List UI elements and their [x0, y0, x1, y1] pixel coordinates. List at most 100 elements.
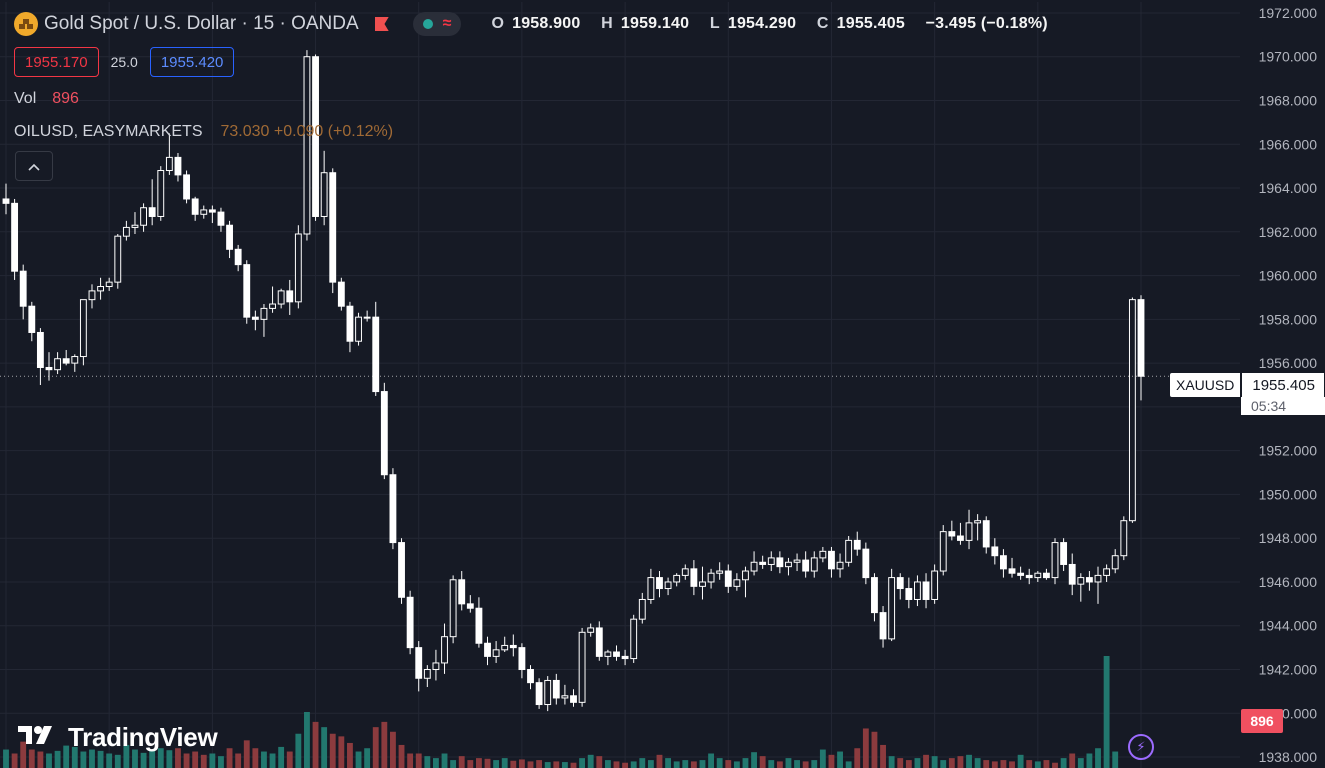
tradingview-logo-icon	[18, 722, 58, 753]
candle-body	[1017, 572, 1025, 576]
market-status-icon[interactable]: ≈	[412, 12, 462, 36]
candle-body	[518, 647, 526, 671]
flag-icon[interactable]	[374, 17, 389, 31]
overlay-legend[interactable]: OILUSD, EASYMARKETS 73.030 +0.090 (+0.12…	[14, 123, 393, 141]
sell-button[interactable]: 1955.170	[14, 47, 99, 77]
y-tick-label: 1972.000	[1259, 5, 1318, 21]
volume-bar	[561, 762, 568, 768]
volume-bar	[1034, 761, 1041, 768]
candle-body	[819, 550, 827, 559]
candle-body	[613, 651, 620, 657]
candle-body	[501, 644, 509, 651]
volume-bar	[854, 748, 861, 768]
volume-bar	[536, 760, 543, 768]
volume-bar	[1009, 761, 1015, 768]
y-tick-label: 1964.000	[1259, 180, 1318, 196]
volume-bar	[97, 750, 104, 768]
candle-body	[1068, 563, 1076, 585]
candle-body	[1042, 572, 1050, 579]
volume-bar	[1069, 753, 1076, 768]
last-volume-label: 896	[1241, 709, 1283, 733]
candle-body	[845, 539, 853, 563]
candle-body	[303, 56, 311, 235]
candle-body	[217, 211, 225, 226]
gold-bars-icon	[14, 12, 38, 36]
volume-bar	[751, 752, 757, 768]
candle-body	[785, 561, 792, 568]
candle-body	[991, 546, 999, 557]
volume-bar	[579, 758, 586, 768]
candle-body	[853, 539, 861, 550]
candle-body	[1000, 555, 1007, 570]
candle-body	[982, 520, 990, 548]
volume-bar	[89, 749, 95, 768]
volume-bar	[966, 754, 972, 768]
volume-bar	[656, 754, 663, 768]
candle-body	[587, 627, 595, 633]
volume-bar	[880, 744, 886, 768]
close-value: 1955.405	[836, 15, 905, 32]
volume-bar	[845, 761, 852, 768]
volume-bar	[802, 761, 809, 768]
candle-body	[466, 603, 474, 609]
volume-bar	[1103, 656, 1110, 768]
candle-body	[251, 316, 259, 320]
candle-body	[767, 557, 775, 565]
volume-bar	[776, 761, 783, 768]
candle-body	[174, 156, 182, 176]
candle-body	[131, 224, 139, 228]
candle-body	[28, 305, 36, 333]
candle-body	[114, 235, 122, 283]
volume-value: 896	[52, 90, 79, 107]
candle-body	[1025, 574, 1033, 579]
candle-body	[105, 281, 113, 288]
volume-bar	[243, 740, 250, 768]
candle-body	[836, 561, 844, 570]
collapse-legend-button[interactable]	[15, 151, 53, 181]
spread-value: 25.0	[110, 54, 138, 70]
lightning-icon[interactable]: ⚡	[1128, 734, 1154, 760]
candle-body	[148, 207, 156, 217]
y-tick-label: 1966.000	[1259, 136, 1318, 152]
y-tick-label: 1960.000	[1259, 268, 1318, 284]
overlay-symbol: OILUSD, EASYMARKETS	[14, 123, 203, 140]
candle-body	[810, 557, 818, 572]
volume-bar	[897, 758, 904, 768]
volume-bar	[183, 753, 190, 768]
buy-button[interactable]: 1955.420	[149, 47, 235, 77]
candle-body	[71, 356, 79, 364]
candle-body	[2, 198, 10, 204]
candle-body	[905, 588, 913, 600]
volume-bar	[682, 760, 689, 768]
candle-body	[776, 557, 784, 568]
candle-body	[656, 577, 663, 590]
symbol-title[interactable]: Gold Spot / U.S. Dollar · 15 · OANDA	[44, 13, 359, 34]
volume-legend[interactable]: Vol 896	[14, 90, 79, 108]
volume-bar	[983, 760, 990, 768]
candle-body	[122, 226, 130, 237]
chevron-up-icon	[28, 158, 40, 174]
volume-bar	[338, 736, 345, 768]
candle-body	[363, 316, 371, 319]
candle-body	[879, 612, 887, 640]
volume-bar	[269, 753, 276, 768]
candle-body	[423, 669, 431, 679]
candle-body	[793, 559, 801, 563]
candle-body	[965, 522, 973, 541]
tradingview-watermark[interactable]: TradingView	[18, 722, 218, 753]
volume-bar	[1000, 760, 1007, 768]
volume-bar	[544, 762, 551, 768]
volume-bar	[725, 760, 732, 768]
volume-bar	[914, 758, 921, 768]
candle-body	[355, 316, 362, 342]
y-tick-label: 1968.000	[1259, 92, 1318, 108]
candle-body	[243, 264, 251, 318]
volume-bar	[708, 753, 714, 768]
candle-body	[492, 649, 500, 657]
volume-bar	[665, 758, 672, 768]
volume-bar	[1026, 760, 1033, 768]
volume-bar	[200, 754, 207, 768]
volume-bar	[819, 749, 826, 768]
volume-bar	[905, 760, 912, 768]
